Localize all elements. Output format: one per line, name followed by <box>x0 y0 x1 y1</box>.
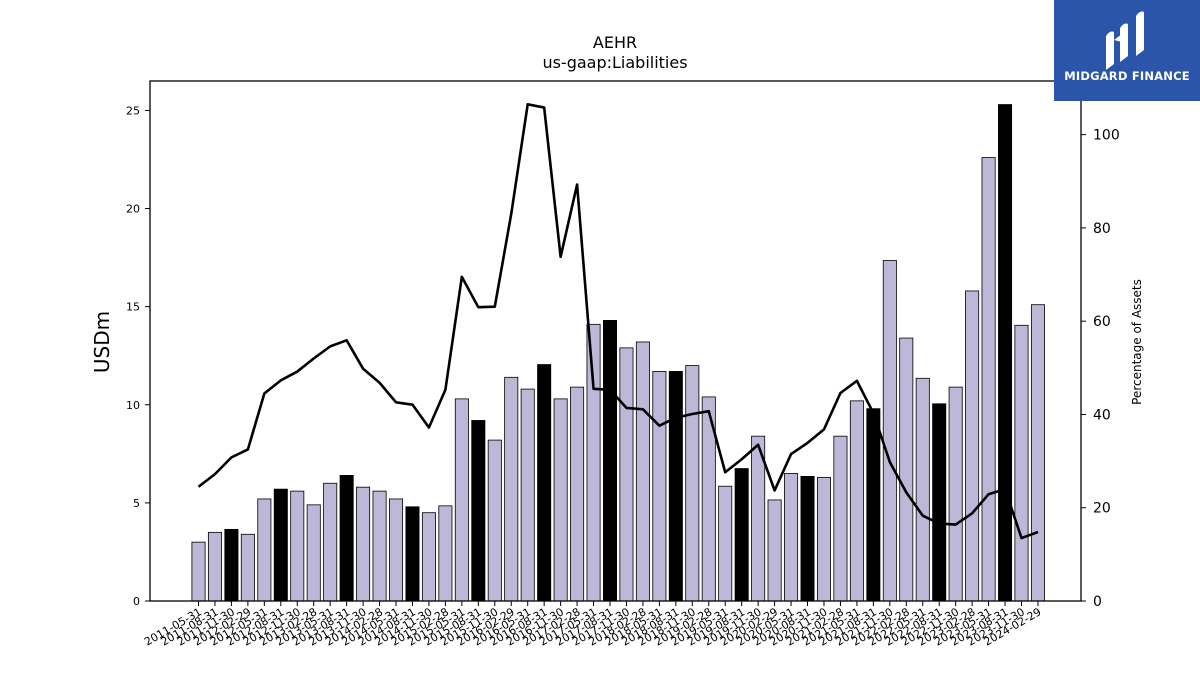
y2-tick-label: 20 <box>1093 501 1111 517</box>
bar <box>915 377 930 602</box>
y2-tick-label: 80 <box>1093 221 1111 237</box>
plot-frame <box>149 80 1082 602</box>
bar <box>784 473 799 602</box>
bar <box>652 371 667 602</box>
bar <box>932 403 947 602</box>
midgard-logo-icon <box>1106 11 1144 70</box>
bar <box>570 386 585 602</box>
bar <box>899 337 914 602</box>
y-tick-label: 20 <box>126 203 140 216</box>
bar <box>734 468 749 602</box>
bar <box>339 475 354 602</box>
bar <box>372 490 387 602</box>
bar <box>207 531 222 602</box>
bar <box>191 541 206 602</box>
bar <box>718 485 733 602</box>
bar <box>306 504 321 602</box>
bar <box>389 498 404 602</box>
bar <box>1030 304 1045 602</box>
bar <box>323 482 338 602</box>
chart-axes <box>145 80 1086 606</box>
bar <box>240 533 255 602</box>
bar <box>668 371 683 602</box>
bar <box>1014 324 1029 602</box>
bar <box>471 420 486 602</box>
tick-labels: 05101520250204060801002011-05-312011-08-… <box>126 104 1120 648</box>
bar <box>454 398 469 602</box>
y-tick-label: 25 <box>126 104 140 117</box>
bar <box>816 476 831 602</box>
bar <box>405 506 420 602</box>
y-tick-label: 15 <box>126 301 140 314</box>
bar <box>273 488 288 602</box>
bar <box>685 365 700 602</box>
chart-title: AEHR <box>593 33 637 52</box>
y-tick-label: 10 <box>126 399 140 412</box>
bar <box>290 490 305 602</box>
bar <box>438 505 453 602</box>
bar <box>537 364 552 602</box>
logo-text: MIDGARD FINANCE <box>1064 69 1190 83</box>
bar <box>965 290 980 602</box>
bar <box>981 157 996 602</box>
bar <box>487 439 502 602</box>
bar <box>356 486 371 602</box>
bar <box>948 386 963 602</box>
bar <box>421 512 436 602</box>
midgard-finance-logo: MIDGARD FINANCE <box>1054 0 1200 101</box>
y-tick-label: 5 <box>133 497 140 510</box>
bar <box>866 408 881 602</box>
bar <box>520 388 535 602</box>
y2-tick-label: 100 <box>1093 128 1120 144</box>
bar <box>257 498 272 602</box>
bar <box>800 475 815 602</box>
y-axis-label: USDm <box>90 311 114 373</box>
bar <box>224 528 239 602</box>
percentage-line <box>197 103 1039 540</box>
bar <box>603 319 618 602</box>
line-series <box>197 103 1039 540</box>
chart-subtitle: us-gaap:Liabilities <box>542 53 687 72</box>
bar <box>882 260 897 602</box>
bar <box>619 347 634 602</box>
bar <box>635 341 650 602</box>
y2-tick-label: 60 <box>1093 314 1111 330</box>
bar <box>833 435 848 602</box>
bar <box>767 499 782 602</box>
y2-tick-label: 40 <box>1093 407 1111 423</box>
bar <box>849 400 864 602</box>
y-tick-label: 0 <box>133 595 140 608</box>
bar <box>553 398 568 602</box>
bar <box>998 104 1013 602</box>
y2-axis-label: Percentage of Assets <box>1130 279 1144 405</box>
bar <box>586 323 601 602</box>
bar <box>504 376 519 602</box>
y2-tick-label: 0 <box>1093 594 1102 610</box>
